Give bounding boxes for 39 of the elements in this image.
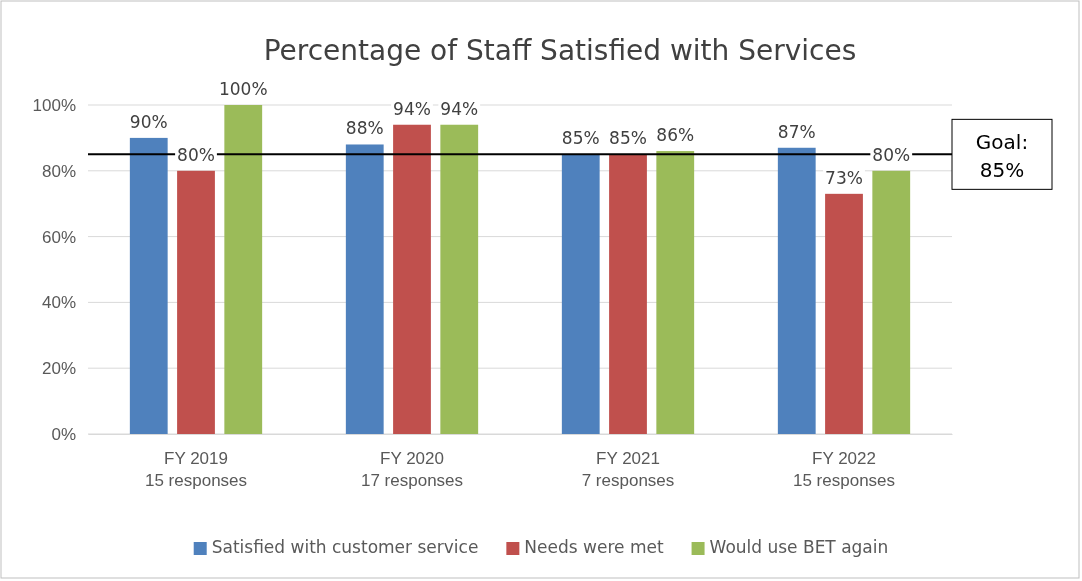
text: 87%: [777, 121, 816, 142]
text: 80%: [872, 144, 911, 165]
x-tick-label: FY 2020 17 responses: [360, 449, 464, 490]
text: 85%: [561, 128, 600, 149]
y-tick-label: 40%: [41, 293, 76, 313]
bar: [872, 170, 911, 434]
legend-label: Needs were met: [524, 537, 664, 557]
text: 80%: [177, 144, 215, 165]
bar: [777, 147, 816, 434]
chart-title: Percentage of Staff Satisfied with Services: [263, 34, 857, 67]
bar: [345, 144, 384, 434]
bar: [129, 137, 168, 434]
bar: [561, 154, 600, 434]
text: 94%: [440, 98, 479, 119]
y-tick-label: 60%: [41, 227, 76, 247]
bar: [224, 105, 263, 434]
text: 88%: [345, 118, 384, 139]
bar: [825, 193, 863, 434]
x-tick-label: FY 2021 7 responses: [581, 449, 675, 490]
text: 94%: [393, 98, 431, 119]
y-tick-label: 20%: [41, 359, 76, 379]
text: 86%: [656, 125, 695, 146]
text: 85%: [609, 128, 647, 149]
y-tick-label: 100%: [32, 95, 76, 115]
text: 73%: [825, 167, 863, 188]
ref-line-label: Goal: 85%: [975, 130, 1029, 183]
x-tick-label: FY 2019 15 responses: [144, 449, 248, 490]
bar: [656, 151, 695, 434]
text: 90%: [129, 111, 168, 132]
y-tick-label: 0%: [51, 424, 76, 444]
bar: [393, 124, 431, 434]
bar: [440, 124, 479, 434]
x-tick-label: FY 2022 15 responses: [792, 449, 896, 490]
bar: [177, 170, 215, 434]
y-tick-label: 80%: [41, 161, 76, 181]
bar: [609, 154, 647, 434]
text: 100%: [218, 79, 268, 99]
legend-label: Would use BET again: [709, 537, 889, 557]
legend-label: Satisfied with customer service: [211, 537, 479, 557]
